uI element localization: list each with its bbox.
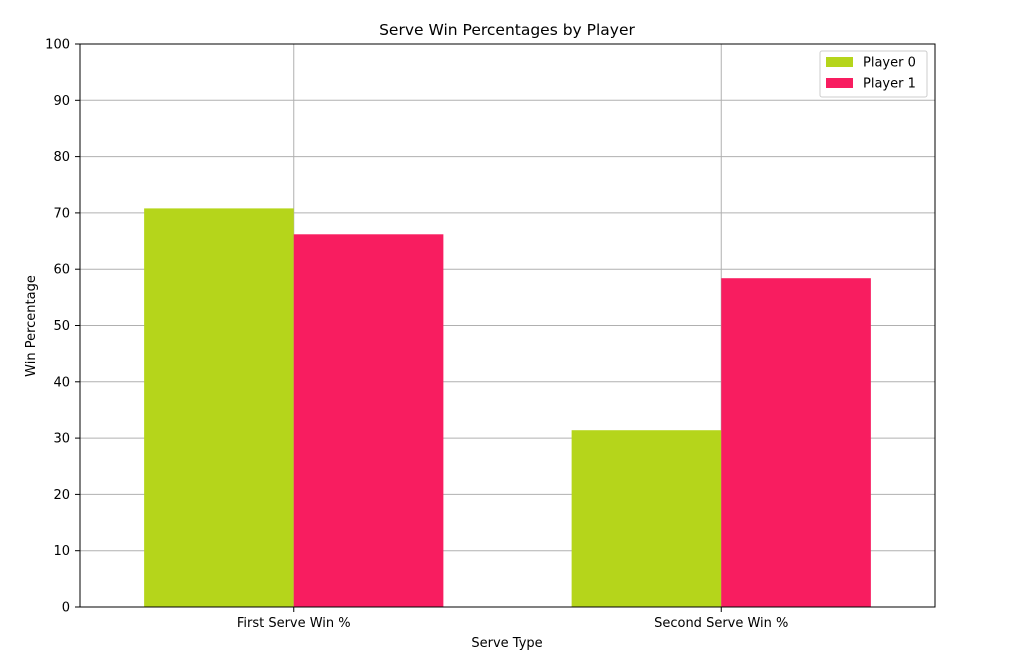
y-tick-label: 40: [53, 375, 70, 390]
y-tick-label: 60: [53, 263, 70, 278]
y-tick-label: 20: [53, 488, 70, 503]
y-tick-label: 100: [45, 38, 70, 53]
legend-label-0: Player 0: [863, 56, 916, 71]
x-tick-label: First Serve Win %: [237, 616, 351, 631]
y-tick-label: 30: [53, 432, 70, 447]
y-tick-label: 10: [53, 544, 70, 559]
x-tick-label: Second Serve Win %: [654, 616, 788, 631]
y-axis-label: Win Percentage: [24, 275, 39, 377]
legend: Player 0 Player 1: [819, 50, 928, 98]
y-tick-label: 90: [53, 94, 70, 109]
y-tick-label: 50: [53, 319, 70, 334]
legend-swatch-1: [826, 78, 853, 88]
y-tick-label: 80: [53, 150, 70, 165]
chart-title: Serve Win Percentages by Player: [379, 21, 635, 39]
bar-series-1-category-1: [721, 278, 871, 607]
y-axis: 0 10 20 30 40 50 60 70 80 90 100: [45, 38, 80, 616]
legend-swatch-0: [826, 57, 853, 67]
x-axis: First Serve Win % Second Serve Win %: [237, 607, 788, 631]
bar-series-1-category-0: [293, 234, 444, 607]
x-axis-label: Serve Type: [471, 636, 542, 651]
y-tick-label: 70: [53, 206, 70, 221]
y-tick-label: 0: [62, 601, 70, 616]
bar-series-0-category-0: [144, 208, 294, 607]
bar-series-0-category-1: [571, 430, 722, 607]
bars: [144, 208, 871, 607]
legend-label-1: Player 1: [863, 77, 916, 92]
